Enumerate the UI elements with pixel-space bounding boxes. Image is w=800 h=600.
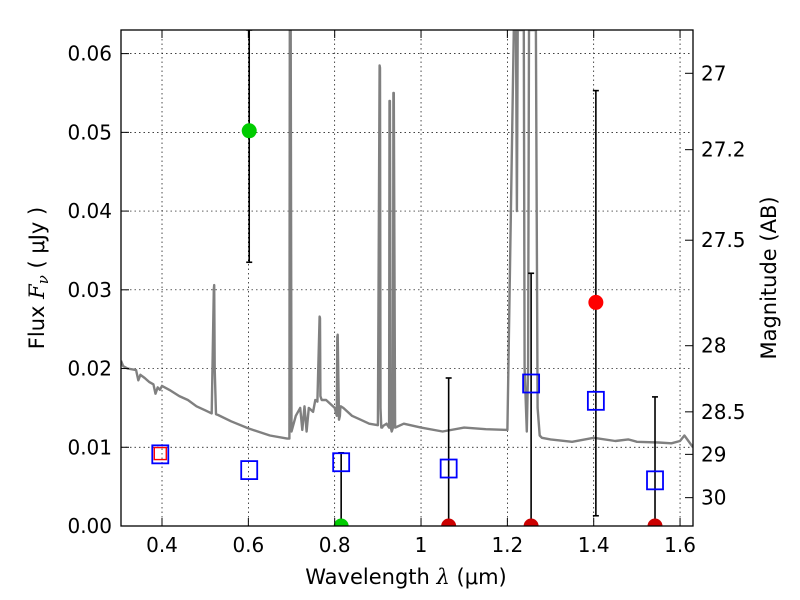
- observed-point: [153, 446, 167, 461]
- model-photometry-point: [586, 390, 605, 411]
- model-photometry-point: [151, 444, 170, 465]
- mag-tick-label: 27: [701, 61, 726, 85]
- x-axis-label-text: Wavelength: [305, 565, 430, 589]
- mag-tick-label: 28.5: [701, 400, 746, 424]
- mag-tick-label: 27.2: [701, 138, 746, 162]
- x-tick-label: 0.8: [319, 533, 351, 557]
- x-axis-label-unit: (μm): [457, 565, 507, 589]
- y-tick-label: 0.02: [67, 357, 112, 381]
- y-tick-label: 0.03: [67, 278, 112, 302]
- observed-point: [241, 123, 257, 139]
- sed-model-layer: [121, 30, 693, 449]
- observed-point: [441, 518, 457, 526]
- sed-model-line: [121, 30, 693, 449]
- plot-frame: [120, 29, 694, 527]
- x-tick-label: 1.6: [664, 533, 696, 557]
- mag-tick-label: 30: [701, 486, 726, 510]
- x-tick-label: 1.2: [491, 533, 523, 557]
- x-tick-label: 0.6: [232, 533, 264, 557]
- mag-tick-label: 29: [701, 442, 726, 466]
- y-axis-label: Flux Fν ( μJy ): [25, 207, 52, 349]
- y-tick-label: 0.04: [67, 199, 112, 223]
- y-tick-label: 0.00: [67, 514, 112, 538]
- observed-photometry-layer: [153, 123, 663, 526]
- y-axis-label-unit: ( μJy ): [25, 207, 49, 269]
- model-photometry-point: [522, 373, 541, 394]
- y-tick-label: 0.05: [67, 120, 112, 144]
- x-axis-label: Wavelength λ (μm): [305, 565, 506, 589]
- observed-point: [588, 294, 604, 310]
- x-tick-label: 1.4: [578, 533, 610, 557]
- model-photometry-point: [332, 452, 351, 473]
- model-photometry-point: [646, 470, 664, 491]
- y-axis-label-subscript: ν: [34, 275, 52, 284]
- mag-tick-label: 28: [701, 334, 726, 358]
- y-axis-label-symbol: F: [25, 283, 49, 300]
- observed-point: [647, 518, 663, 526]
- y-axis-label-text: Flux: [25, 306, 49, 350]
- observed-point: [523, 518, 539, 526]
- y-tick-label: 0.06: [67, 42, 112, 66]
- model-photometry-layer: [151, 373, 664, 491]
- model-photometry-point: [240, 460, 259, 481]
- mag-tick-label: 27.5: [701, 228, 746, 252]
- x-axis-label-symbol: λ: [436, 565, 450, 589]
- observed-point: [333, 518, 349, 526]
- plot-background: [121, 30, 693, 526]
- x-tick-label: 1: [415, 533, 428, 557]
- x-tick-label: 0.4: [146, 533, 178, 557]
- model-photometry-point: [439, 458, 458, 479]
- axis-ticks: 0.4 0.6 0.8 1 1.2 1.4 1.6 0.00 0.01 0.02 0.03 0.04 0…: [67, 30, 746, 557]
- y-tick-label: 0.01: [67, 435, 112, 459]
- y2-axis-label: Magnitude (AB): [757, 196, 781, 359]
